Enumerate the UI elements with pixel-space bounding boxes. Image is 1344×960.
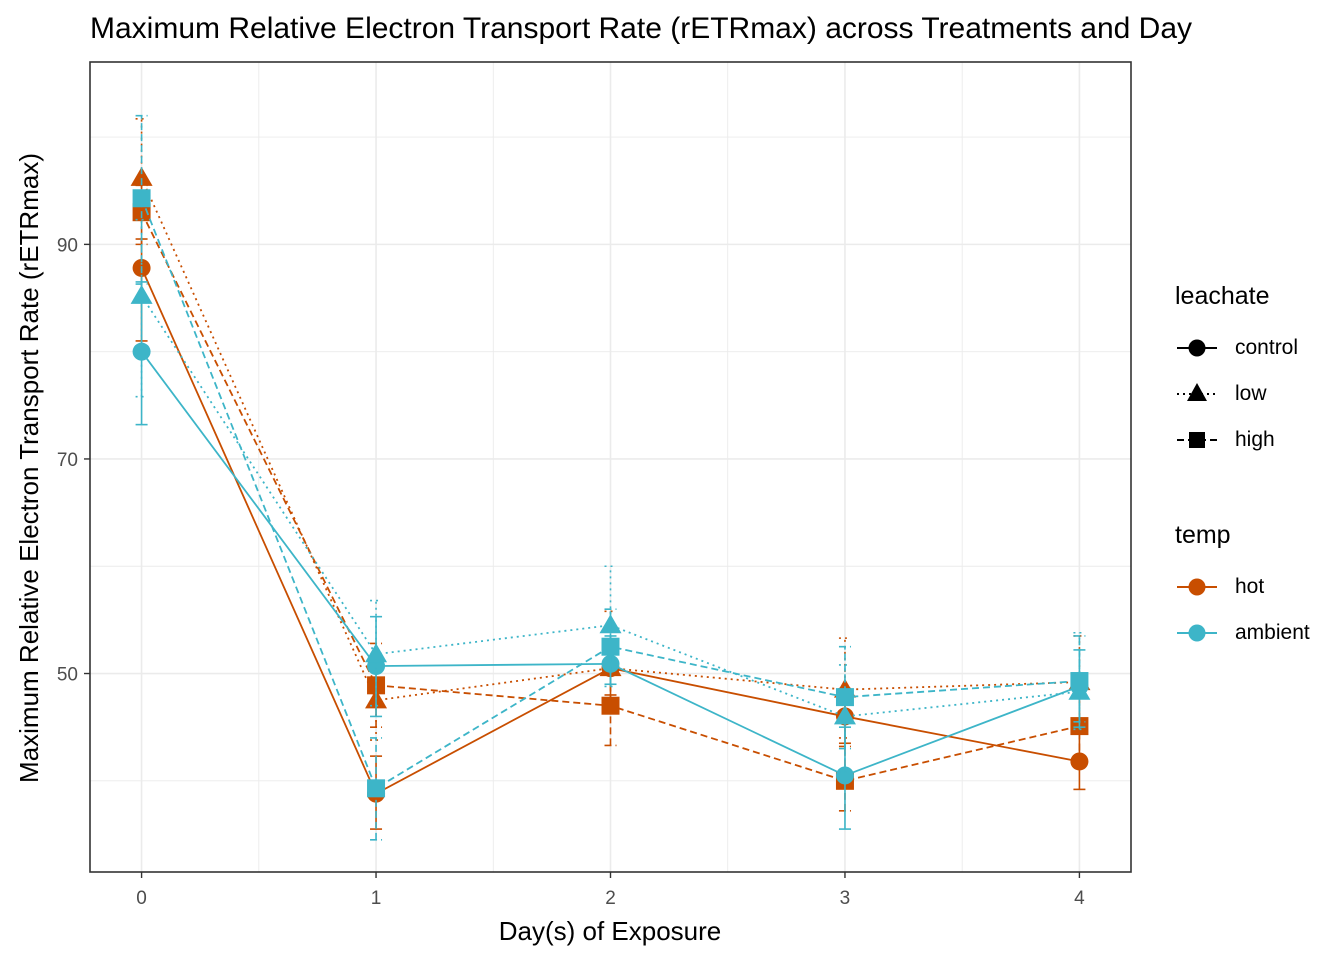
- data-point-square: [601, 637, 620, 656]
- y-tick-label: 90: [57, 235, 78, 256]
- series-ambient-control: [132, 281, 1089, 830]
- axis-layer: 50 70 90 0 1 2 3 4: [57, 235, 1085, 909]
- hot-color-icon: [1175, 571, 1219, 603]
- legend-title-temp: temp: [1175, 521, 1231, 549]
- series-ambient-high: [132, 114, 1089, 841]
- data-point-triangle: [130, 166, 153, 186]
- legend-label-high: high: [1235, 428, 1275, 451]
- y-tick-label: 50: [57, 665, 78, 686]
- legend-label-ambient: ambient: [1235, 621, 1310, 644]
- legend-item-control: control: [1175, 332, 1298, 364]
- data-point-square: [367, 779, 386, 798]
- x-tick-label: 2: [605, 888, 616, 909]
- data-point-square: [1070, 672, 1089, 691]
- legend-item-high: high: [1175, 424, 1275, 456]
- legend-label-control: control: [1235, 336, 1299, 359]
- legend-item-hot: hot: [1175, 571, 1264, 603]
- chart-title: Maximum Relative Electron Transport Rate…: [90, 12, 1193, 45]
- data-point-triangle: [130, 284, 153, 304]
- data-point-circle: [132, 342, 151, 361]
- x-tick-label: 3: [840, 888, 851, 909]
- triangle-icon: [1175, 378, 1219, 410]
- x-tick-label: 1: [371, 888, 382, 909]
- data-point-triangle: [1068, 680, 1091, 700]
- series-layer: [130, 114, 1091, 841]
- ambient-color-icon: [1175, 617, 1219, 649]
- x-axis-label: Day(s) of Exposure: [499, 916, 722, 946]
- data-point-square: [601, 696, 620, 715]
- legend-item-low: low: [1175, 378, 1267, 410]
- legend-label-hot: hot: [1235, 575, 1265, 598]
- legend-item-ambient: ambient: [1175, 617, 1310, 649]
- data-point-square: [835, 688, 854, 707]
- data-point-square: [132, 189, 151, 208]
- legend-label-low: low: [1235, 382, 1267, 405]
- circle-icon: [1175, 332, 1219, 364]
- x-tick-label: 0: [136, 888, 147, 909]
- square-icon: [1175, 424, 1219, 456]
- data-point-circle: [835, 766, 854, 785]
- x-tick-label: 4: [1074, 888, 1085, 909]
- data-point-circle: [601, 654, 620, 673]
- y-tick-label: 70: [57, 450, 78, 471]
- legend-title-leachate: leachate: [1175, 282, 1270, 310]
- y-axis-label: Maximum Relative Electron Transport Rate…: [14, 153, 44, 783]
- series-line: [140, 177, 1080, 702]
- data-point-triangle: [365, 643, 388, 663]
